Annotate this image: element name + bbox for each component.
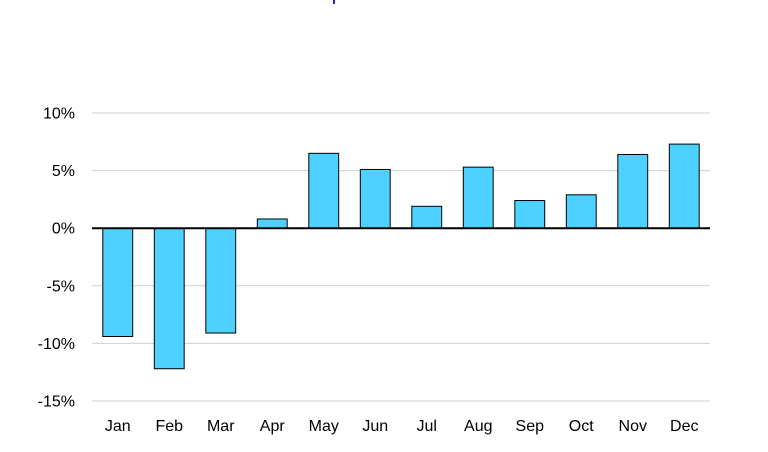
bar-sep [514, 200, 546, 229]
bar-feb [153, 227, 185, 370]
x-category-label: Oct [569, 418, 594, 435]
bar-nov [617, 153, 649, 229]
x-category-label: Dec [670, 418, 698, 435]
bar-dec [668, 143, 700, 229]
x-category-label: Feb [155, 418, 183, 435]
bar-aug [462, 166, 494, 229]
x-category-label: Mar [207, 418, 235, 435]
x-category-label: Jul [417, 418, 437, 435]
x-axis-category-labels: Jan Feb Mar Apr May Jun Jul Aug Sep Oct Nov Dec [105, 418, 699, 435]
y-axis-tick-labels: 10% 5% 0% -5% -10% -15% [38, 106, 75, 411]
y-tick-label: -5% [47, 278, 75, 295]
grid-lines [92, 112, 710, 402]
bar-may [308, 152, 340, 229]
x-category-label: Jan [105, 418, 131, 435]
y-tick-label: 10% [43, 106, 75, 123]
bar-apr [256, 218, 288, 229]
x-category-label: Sep [516, 418, 545, 435]
y-tick-label: -15% [38, 394, 75, 411]
bar-jul [411, 205, 443, 229]
y-tick-label: 0% [52, 221, 75, 238]
x-category-label: Jun [362, 418, 388, 435]
y-tick-label: -10% [38, 336, 75, 353]
bar-jan [102, 227, 134, 337]
y-tick-label: 5% [52, 163, 75, 180]
x-category-label: May [309, 418, 339, 435]
x-category-label: Aug [464, 418, 492, 435]
title-mark [333, 0, 335, 4]
x-category-label: Apr [260, 418, 286, 435]
bar-jun [359, 168, 391, 229]
x-category-label: Nov [619, 418, 647, 435]
bars [102, 143, 700, 370]
bar-oct [565, 194, 597, 229]
bar-mar [205, 227, 237, 334]
